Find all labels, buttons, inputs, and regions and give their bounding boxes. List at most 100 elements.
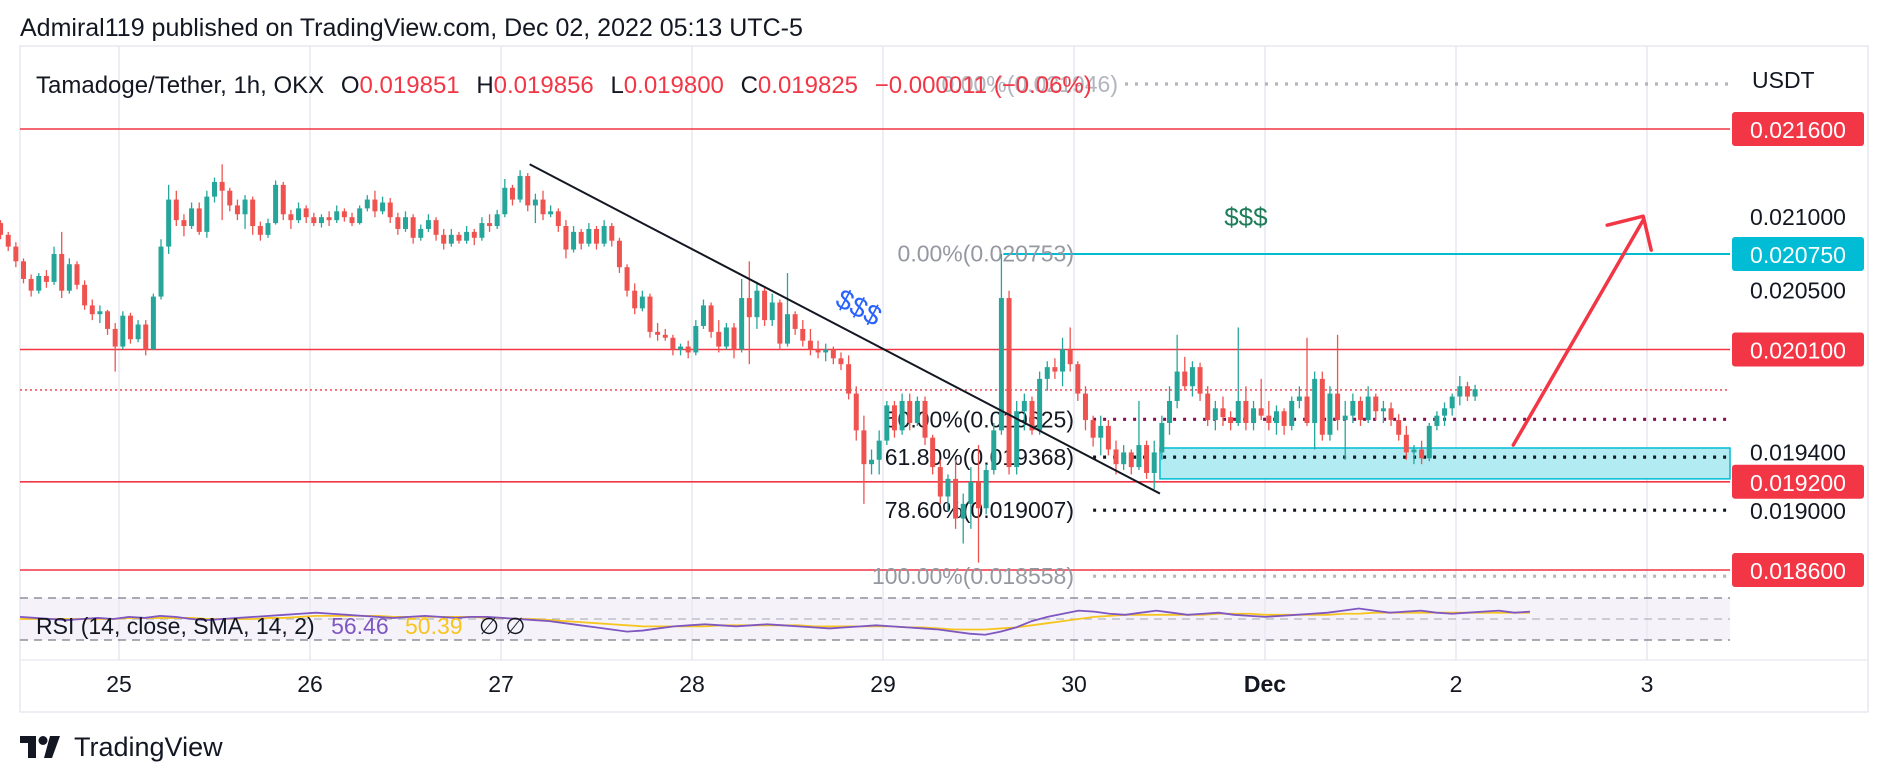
candle-body <box>517 176 523 200</box>
candle-body <box>1182 371 1188 387</box>
candle-body <box>1189 367 1195 387</box>
candle <box>311 212 317 227</box>
candle-body <box>227 190 233 206</box>
candle-body <box>922 400 928 438</box>
candle <box>1403 425 1409 460</box>
candle <box>448 228 454 247</box>
candle-body <box>326 217 332 221</box>
candle-body <box>1167 400 1172 423</box>
trendline <box>529 163 1161 495</box>
candle <box>318 214 324 228</box>
candle <box>265 218 271 238</box>
candle <box>242 195 248 229</box>
candle <box>1044 361 1050 391</box>
candle-body <box>731 327 737 350</box>
candle <box>1411 445 1417 465</box>
candle-body <box>1373 396 1379 412</box>
candle <box>97 305 103 324</box>
candle-body <box>127 315 133 340</box>
candle <box>21 258 26 284</box>
candle-body <box>120 315 126 347</box>
candle-body <box>700 305 706 326</box>
candle <box>869 449 875 475</box>
rsi-nan-marks: ∅ ∅ <box>479 613 525 639</box>
candle-body <box>525 176 531 206</box>
candle-body <box>1457 386 1463 397</box>
candle <box>1006 290 1012 475</box>
candle-body <box>66 264 72 291</box>
candle <box>609 223 615 247</box>
candle-body <box>456 234 462 241</box>
candle-body <box>532 199 538 206</box>
candle <box>1266 400 1272 431</box>
candle-body <box>945 478 951 497</box>
candle-body <box>647 296 653 332</box>
candle <box>59 231 65 299</box>
candle <box>1388 402 1394 426</box>
candle <box>777 299 783 350</box>
candle <box>257 221 263 241</box>
candle <box>1113 440 1119 475</box>
candle-body <box>1075 364 1081 394</box>
candle <box>762 287 768 326</box>
candle <box>204 190 210 238</box>
candle-body <box>349 217 355 224</box>
price-tag-label: 0.020100 <box>1750 338 1846 364</box>
candle-body <box>380 202 386 212</box>
candle-body <box>464 231 470 241</box>
candle-body <box>372 199 378 212</box>
candle-body <box>1113 449 1119 465</box>
candle-body <box>762 290 768 321</box>
candle <box>678 343 684 356</box>
candle-body <box>303 208 309 218</box>
candle-body <box>754 290 760 318</box>
candle <box>82 280 88 310</box>
candle-body <box>960 503 966 519</box>
close-label: C <box>741 72 758 99</box>
candle <box>105 309 111 335</box>
candle <box>1289 396 1295 431</box>
candle <box>334 205 340 224</box>
candle-body <box>1006 298 1012 468</box>
candle <box>1449 393 1455 416</box>
candle-body <box>586 228 592 244</box>
candle-body <box>150 296 156 350</box>
candle-body <box>609 226 615 241</box>
candle-body <box>433 220 439 235</box>
candle-body <box>1159 423 1165 453</box>
candle-body <box>1090 420 1096 438</box>
candle-body <box>601 226 607 244</box>
candle-body <box>1105 425 1111 450</box>
candle <box>1189 361 1195 397</box>
candle <box>976 445 981 563</box>
x-tick-label: 2 <box>1450 671 1463 697</box>
candle <box>349 212 355 227</box>
candle <box>548 205 554 218</box>
candle-body <box>5 234 11 247</box>
candle-body <box>1449 396 1455 409</box>
candle <box>899 393 905 435</box>
candle-body <box>968 481 974 504</box>
candle <box>364 195 370 212</box>
candle <box>1167 386 1172 435</box>
candle <box>372 190 378 218</box>
candle-body <box>594 228 599 244</box>
candle-body <box>479 223 485 238</box>
candle-body <box>1388 408 1394 421</box>
candle-body <box>1029 400 1035 431</box>
candle-body <box>318 217 324 224</box>
candle <box>1434 411 1440 431</box>
candle-body <box>1442 408 1448 416</box>
candle <box>387 198 393 224</box>
candle-body <box>265 223 271 235</box>
candle <box>991 423 997 475</box>
candle-body <box>1098 425 1104 438</box>
candle <box>647 293 653 338</box>
candle <box>410 214 416 244</box>
candle-body <box>51 253 57 282</box>
candle <box>1182 356 1188 391</box>
candle-body <box>1296 396 1302 401</box>
candle-body <box>487 223 493 227</box>
target-arrow-shaft <box>1511 218 1645 447</box>
